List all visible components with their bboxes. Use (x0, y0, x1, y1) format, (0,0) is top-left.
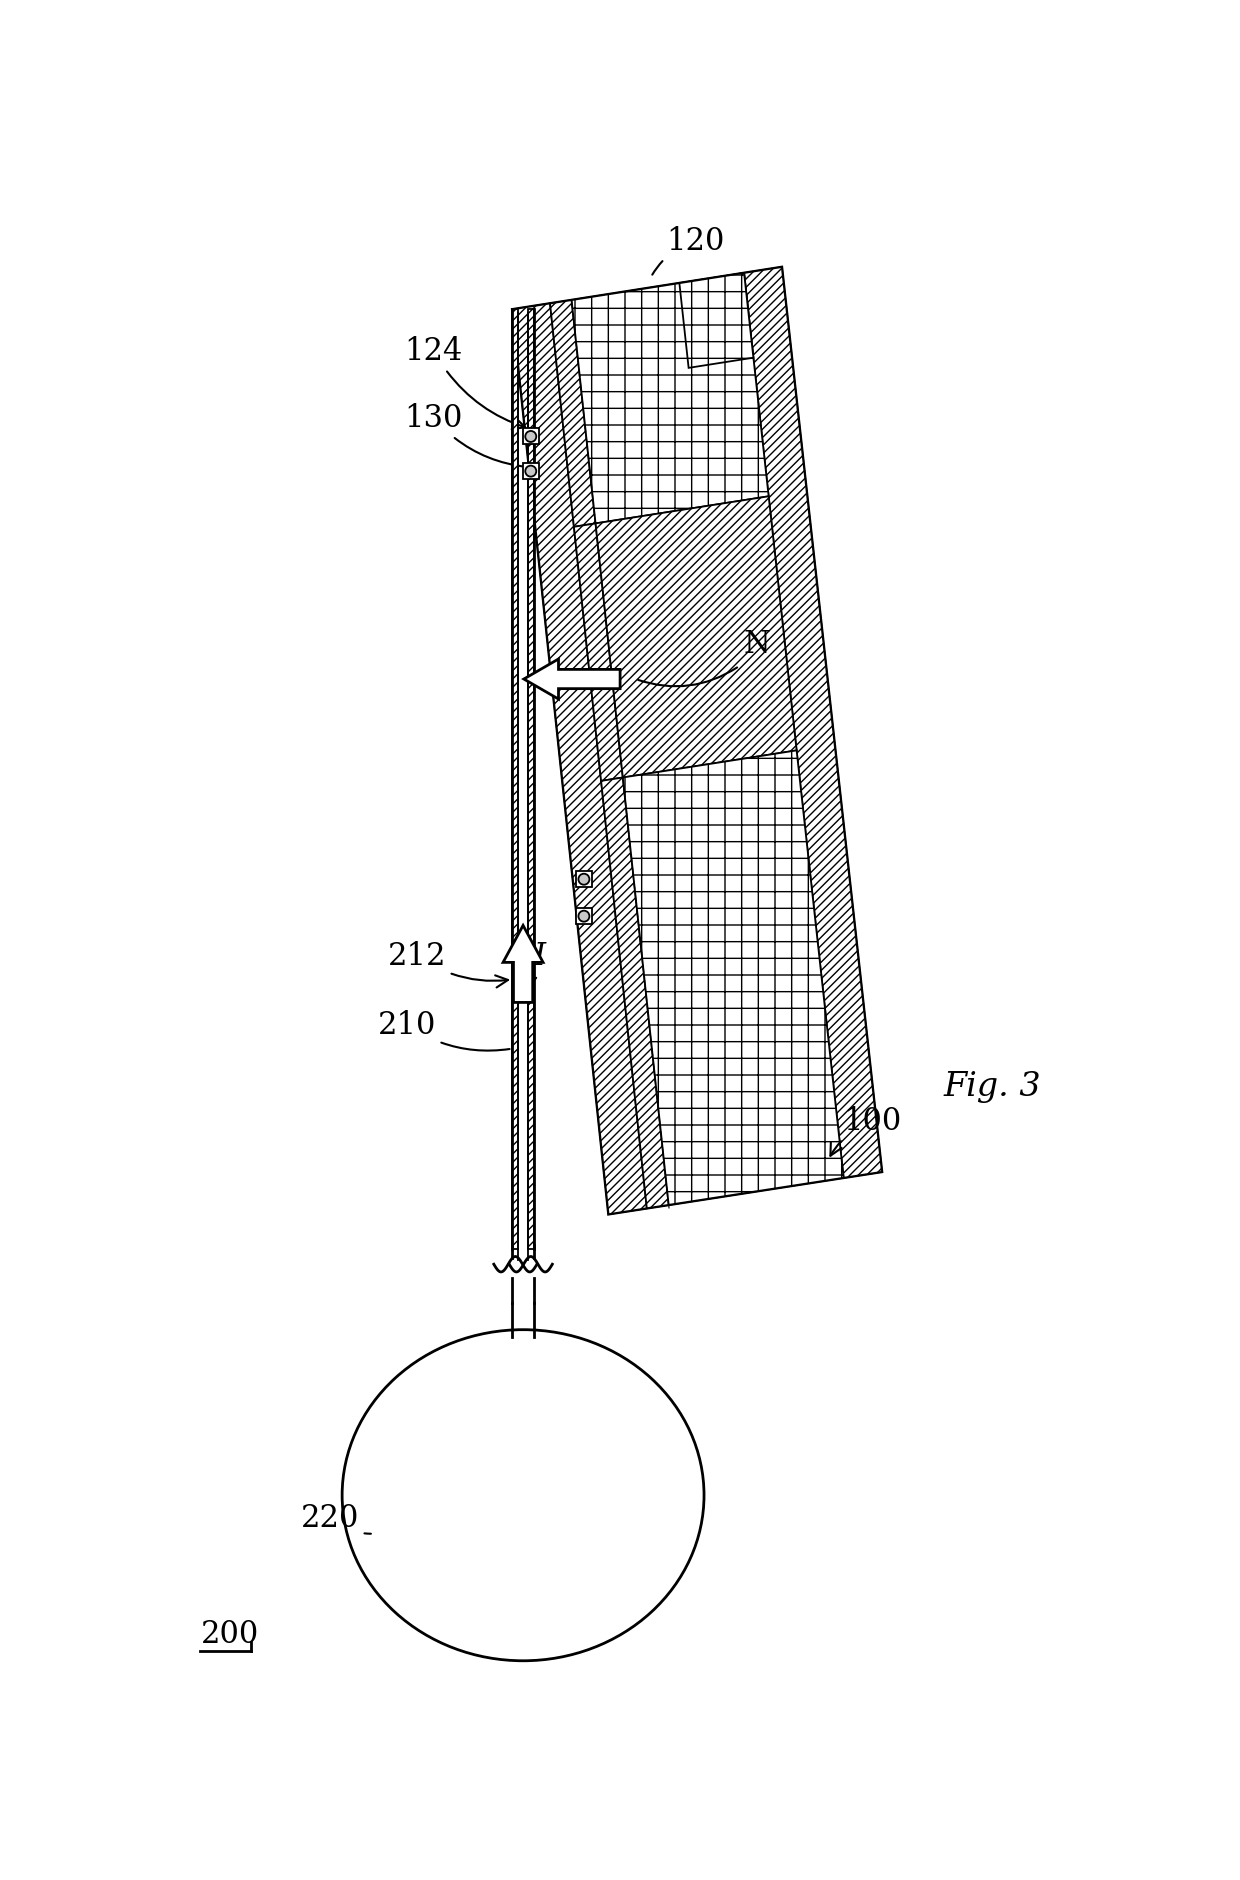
Bar (575, 908, 591, 925)
Text: Fig. 3: Fig. 3 (944, 1070, 1042, 1102)
Circle shape (526, 466, 536, 478)
Text: 120: 120 (652, 226, 724, 276)
Polygon shape (574, 525, 622, 782)
Text: 210: 210 (377, 1010, 510, 1051)
Text: 100: 100 (831, 1105, 901, 1156)
Polygon shape (622, 750, 843, 1205)
Polygon shape (512, 310, 518, 1248)
Text: 212: 212 (388, 940, 508, 989)
Polygon shape (595, 496, 796, 778)
Text: 130: 130 (404, 402, 527, 468)
Text: I: I (534, 940, 546, 972)
Polygon shape (512, 269, 882, 1214)
Ellipse shape (342, 1329, 704, 1660)
FancyArrow shape (523, 660, 620, 699)
Circle shape (578, 874, 589, 885)
Circle shape (526, 432, 536, 444)
Polygon shape (680, 274, 754, 368)
Text: 124: 124 (404, 337, 526, 431)
Text: N: N (743, 628, 770, 660)
Bar (523, 429, 539, 446)
Polygon shape (512, 305, 647, 1214)
FancyArrow shape (503, 927, 543, 1002)
Polygon shape (601, 778, 668, 1209)
Text: 200: 200 (201, 1617, 259, 1649)
Text: 220: 220 (300, 1502, 371, 1534)
Bar (575, 872, 591, 887)
Bar (523, 464, 539, 479)
Polygon shape (551, 301, 595, 528)
Circle shape (578, 912, 589, 923)
Polygon shape (528, 310, 534, 1248)
Polygon shape (572, 274, 769, 525)
Polygon shape (744, 269, 882, 1179)
